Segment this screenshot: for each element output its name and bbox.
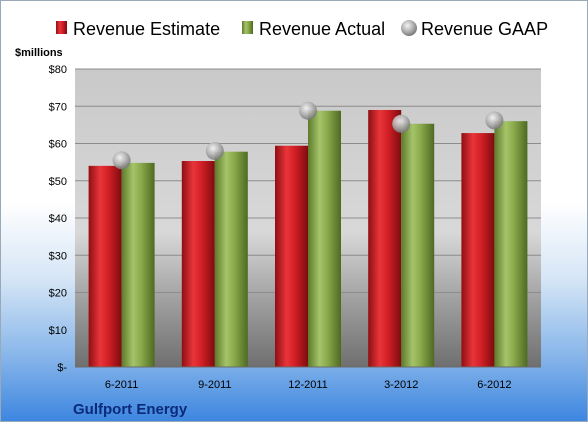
y-tick-label: $-	[57, 362, 67, 374]
bar-revenue-estimate	[275, 145, 308, 367]
bar-revenue-estimate	[181, 161, 215, 367]
y-axis-ticks: $- $10 $20 $30 $40 $50 $60 $70 $80	[49, 64, 68, 374]
legend-swatch-revenue-gaap	[401, 20, 417, 36]
marker-revenue-gaap	[205, 141, 224, 160]
marker-revenue-gaap	[299, 101, 317, 120]
marker-revenue-gaap	[392, 114, 411, 133]
y-tick-label: $30	[49, 250, 67, 262]
legend: Revenue Estimate Revenue Actual Revenue …	[56, 19, 548, 39]
legend-label-revenue-actual: Revenue Actual	[259, 19, 385, 39]
bars	[88, 109, 528, 368]
y-tick-label: $20	[49, 288, 67, 300]
bar-revenue-actual	[401, 123, 435, 367]
bar-revenue-actual	[121, 162, 155, 367]
y-tick-label: $60	[49, 139, 67, 151]
x-tick-label: 6-2012	[477, 379, 511, 391]
bar-revenue-estimate	[368, 109, 402, 367]
gaap-markers	[112, 101, 504, 170]
bar-revenue-estimate	[461, 133, 495, 367]
company-name: Gulfport Energy	[73, 401, 188, 418]
x-tick-label: 3-2012	[384, 379, 418, 391]
legend-swatch-revenue-estimate	[56, 21, 67, 34]
legend-swatch-revenue-actual	[242, 21, 253, 34]
bar-revenue-estimate	[88, 165, 122, 367]
legend-label-revenue-gaap: Revenue GAAP	[421, 19, 548, 39]
bar-revenue-actual	[214, 151, 248, 367]
bar-revenue-actual	[308, 110, 341, 367]
x-tick-label: 9-2011	[198, 379, 231, 391]
y-tick-label: $80	[49, 64, 67, 76]
y-axis-unit-label: $millions	[15, 47, 63, 59]
y-tick-label: $10	[49, 325, 67, 337]
y-tick-label: $70	[49, 101, 67, 113]
y-tick-label: $40	[49, 213, 67, 225]
legend-label-revenue-estimate: Revenue Estimate	[73, 19, 220, 39]
bar-revenue-actual	[494, 121, 528, 368]
y-tick-label: $50	[49, 176, 67, 188]
marker-revenue-gaap	[112, 151, 131, 170]
x-axis-ticks: 6-2011 9-2011 12-2011 3-2012 6-2012	[105, 379, 512, 391]
x-tick-label: 12-2011	[288, 379, 328, 391]
marker-revenue-gaap	[485, 111, 504, 130]
x-tick-label: 6-2011	[105, 379, 138, 391]
